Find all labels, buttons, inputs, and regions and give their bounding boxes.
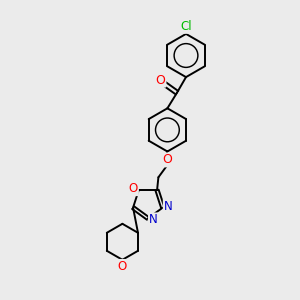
Text: O: O <box>156 74 165 87</box>
Text: O: O <box>129 182 138 195</box>
Text: O: O <box>163 153 172 167</box>
Text: Cl: Cl <box>180 20 192 33</box>
Text: O: O <box>118 260 127 273</box>
Text: N: N <box>164 200 172 213</box>
Text: N: N <box>149 213 158 226</box>
